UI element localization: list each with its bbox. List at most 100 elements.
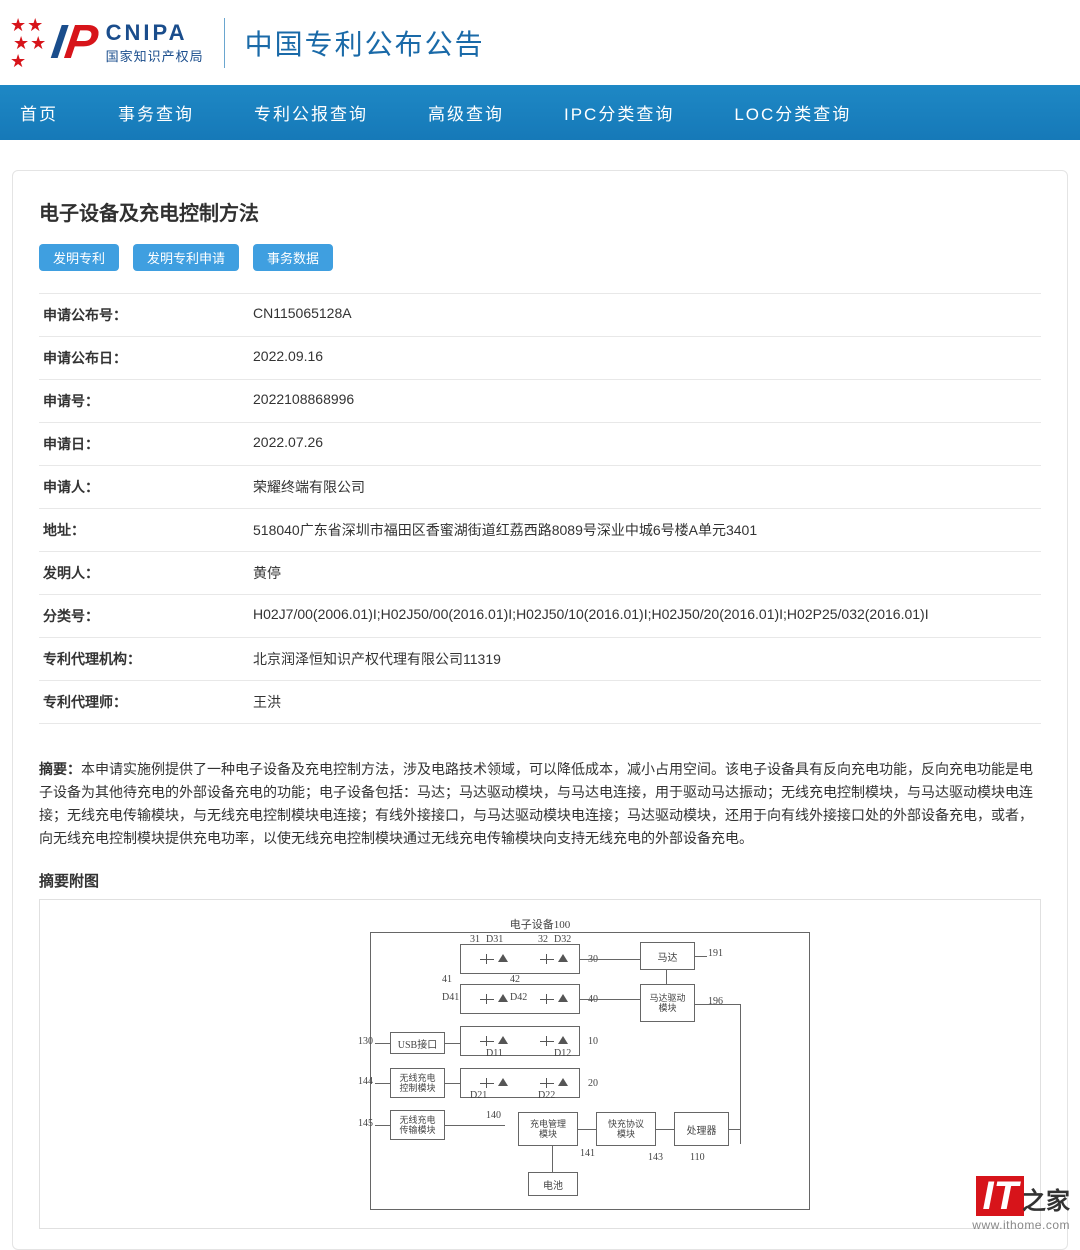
diode-icon [558,954,568,962]
diode-icon [498,994,508,1002]
lbl-d41: D41 [442,992,459,1003]
tag-application[interactable]: 发明专利申请 [133,244,239,271]
field-key: 地址： [39,509,249,552]
field-val: 黄停 [249,552,1041,595]
lbl-d32: D32 [554,934,571,945]
table-row: 专利代理师：王洪 [39,681,1041,724]
table-row: 申请公布号：CN115065128A [39,294,1041,337]
banner-title: 中国专利公布公告 [245,23,485,63]
lbl-144: 144 [358,1076,373,1087]
table-row: 发明人：黄停 [39,552,1041,595]
logo-mark: IP [48,15,101,70]
tag-row: 发明专利 发明专利申请 事务数据 [39,244,1041,271]
lbl-31: 31 [470,934,480,945]
diode-icon [558,1078,568,1086]
diode-icon [558,994,568,1002]
box-usb: USB接口 [390,1032,445,1054]
transistor-icon [478,1034,496,1048]
stars-icon: ★ ★ ★ ★★ [10,16,44,70]
wire [445,1043,460,1044]
nav-affairs[interactable]: 事务查询 [118,100,194,125]
patent-diagram: 电子设备100 马达 191 马达驱动 模块 196 30 31 32 D31 … [260,914,820,1214]
nav-advanced[interactable]: 高级查询 [428,100,504,125]
abstract-text: 本申请实施例提供了一种电子设备及充电控制方法，涉及电路技术领域，可以降低成本，减… [39,761,1033,846]
lbl-d31: D31 [486,934,503,945]
transistor-icon [538,1034,556,1048]
table-row: 申请号：2022108868996 [39,380,1041,423]
box-battery: 电池 [528,1172,578,1196]
wire [445,1083,460,1084]
abstract-block: 摘要：本申请实施例提供了一种电子设备及充电控制方法，涉及电路技术领域，可以降低成… [39,758,1041,850]
box-cpu: 处理器 [674,1112,729,1146]
lbl-141: 141 [580,1148,595,1159]
field-key: 申请公布号： [39,294,249,337]
diode-icon [558,1036,568,1044]
transistor-icon [478,992,496,1006]
tag-invention[interactable]: 发明专利 [39,244,119,271]
field-key: 分类号： [39,595,249,638]
figure-section-title: 摘要附图 [39,870,1041,891]
abstract-label: 摘要： [39,761,81,777]
field-key: 专利代理机构： [39,638,249,681]
field-val: 北京润泽恒知识产权代理有限公司11319 [249,638,1041,681]
wire [375,1043,390,1044]
field-key: 申请人： [39,466,249,509]
diode-icon [498,1078,508,1086]
diode-icon [498,1036,508,1044]
org-name-zh: 国家知识产权局 [106,46,204,65]
nav-home[interactable]: 首页 [20,100,58,125]
transistor-icon [478,1076,496,1090]
org-name-en: CNIPA [106,20,204,46]
main-nav: 首页 事务查询 专利公报查询 高级查询 IPC分类查询 LOC分类查询 [0,85,1080,140]
box-motor-drive: 马达驱动 模块 [640,984,695,1022]
lbl-42: 42 [510,974,520,985]
field-key: 申请日： [39,423,249,466]
site-header: ★ ★ ★ ★★ IP CNIPA 国家知识产权局 中国专利公布公告 [0,0,1080,85]
field-key: 发明人： [39,552,249,595]
wire [552,1146,553,1172]
table-row: 申请人：荣耀终端有限公司 [39,466,1041,509]
table-row: 申请公布日：2022.09.16 [39,337,1041,380]
wire [656,1129,674,1130]
lbl-196: 196 [708,996,723,1007]
tag-affairs-data[interactable]: 事务数据 [253,244,333,271]
lbl-d12: D12 [554,1048,571,1059]
patent-panel: 电子设备及充电控制方法 发明专利 发明专利申请 事务数据 申请公布号：CN115… [12,170,1068,1250]
nav-loc[interactable]: LOC分类查询 [734,100,851,125]
lbl-110: 110 [690,1152,705,1163]
lbl-41: 41 [442,974,452,985]
box-motor: 马达 [640,942,695,970]
diagram-title: 电子设备100 [510,916,571,932]
field-key: 申请公布日： [39,337,249,380]
lbl-d11: D11 [486,1048,503,1059]
field-val: 王洪 [249,681,1041,724]
table-row: 专利代理机构：北京润泽恒知识产权代理有限公司11319 [39,638,1041,681]
wire [740,1004,741,1144]
logo-block: ★ ★ ★ ★★ IP CNIPA 国家知识产权局 [10,15,204,70]
lbl-130: 130 [358,1036,373,1047]
wire [375,1125,390,1126]
field-val: 2022108868996 [249,380,1041,423]
table-row: 申请日：2022.07.26 [39,423,1041,466]
wire [375,1083,390,1084]
lbl-d22: D22 [538,1090,555,1101]
transistor-icon [538,992,556,1006]
field-key: 专利代理师： [39,681,249,724]
diode-icon [498,954,508,962]
wire [695,1004,740,1005]
lbl-d21: D21 [470,1090,487,1101]
header-divider [224,18,225,68]
field-key: 申请号： [39,380,249,423]
nav-bulletin[interactable]: 专利公报查询 [254,100,368,125]
lbl-145: 145 [358,1118,373,1129]
box-wireless-ctrl: 无线充电 控制模块 [390,1068,445,1098]
transistor-icon [538,952,556,966]
field-val: 2022.07.26 [249,423,1041,466]
box-fast-proto: 快充协议 模块 [596,1112,656,1146]
wire [580,999,640,1000]
transistor-icon [538,1076,556,1090]
field-val: 2022.09.16 [249,337,1041,380]
nav-ipc[interactable]: IPC分类查询 [564,100,674,125]
lbl-d42: D42 [510,992,527,1003]
field-val: H02J7/00(2006.01)I;H02J50/00(2016.01)I;H… [249,595,1041,638]
